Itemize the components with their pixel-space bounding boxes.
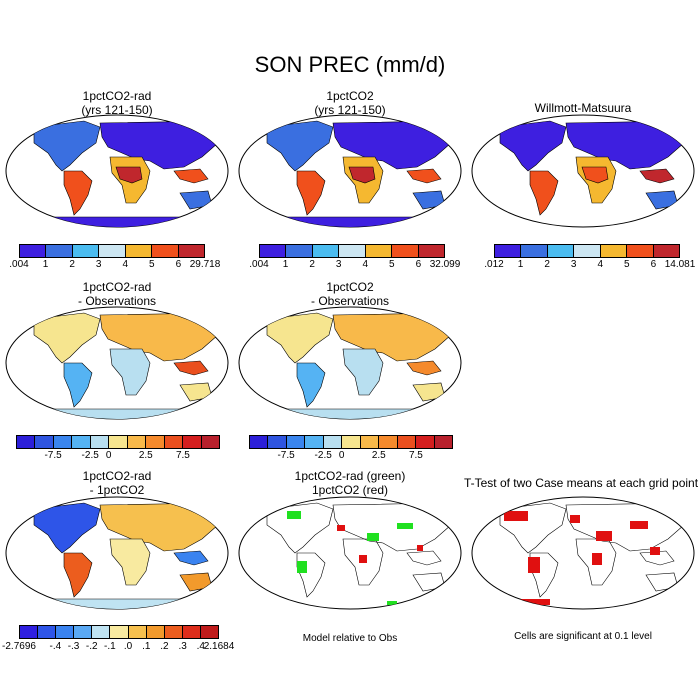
panel-8-title-line1: 1pctCO2-rad (green) bbox=[294, 469, 406, 483]
panel-8-note: Model relative to Obs bbox=[302, 633, 398, 644]
tick-label: 2 bbox=[309, 259, 315, 270]
panel-4-title: 1pctCO2-rad - Observations bbox=[0, 280, 234, 308]
tick-label: 2.5 bbox=[371, 450, 386, 461]
map-panel-2 bbox=[238, 114, 462, 228]
tick-label: 6 bbox=[415, 259, 422, 270]
colorbar-panel-7-labels: -2.7696 -.4 -.3 -.2 -.1 .0 .1 .2 .3 .4 2… bbox=[2, 641, 234, 653]
tick-label: 4 bbox=[362, 259, 369, 270]
tick-label: .004 bbox=[9, 259, 29, 270]
tick-label: -.4 bbox=[49, 641, 62, 652]
panel-4-title-line2: - Observations bbox=[77, 294, 157, 308]
map-panel-3 bbox=[471, 114, 695, 228]
panel-4-title-line1: 1pctCO2-rad bbox=[82, 280, 152, 294]
tick-label: 4 bbox=[597, 259, 604, 270]
tick-label: -2.7696 bbox=[2, 641, 36, 652]
tick-label: 32.099 bbox=[429, 259, 461, 270]
tick-label: 0 bbox=[105, 450, 112, 461]
tick-label: -7.5 bbox=[44, 450, 62, 461]
map-panel-1 bbox=[5, 114, 229, 228]
tick-label: -.3 bbox=[67, 641, 80, 652]
colorbar-panel-7 bbox=[19, 625, 219, 639]
tick-label: 5 bbox=[624, 259, 630, 270]
tick-label: 6 bbox=[650, 259, 657, 270]
panel-5-title-line1: 1pctCO2 bbox=[326, 280, 374, 294]
panel-2-title-line2: (yrs 121-150) bbox=[314, 103, 386, 117]
tick-label: .1 bbox=[142, 641, 151, 652]
tick-label: 2 bbox=[69, 259, 75, 270]
colorbar-panel-4-labels: -7.5 -2.5 0 2.5 7.5 bbox=[16, 450, 220, 462]
panel-1-title: 1pctCO2-rad (yrs 121-150) bbox=[0, 89, 234, 117]
tick-label: .0 bbox=[123, 641, 133, 652]
tick-label: -2.5 bbox=[81, 450, 99, 461]
colorbar-panel-2-labels: .004 1 2 3 4 5 6 32.099 bbox=[249, 259, 460, 271]
tick-label: .2 bbox=[160, 641, 169, 652]
tick-label: -.2 bbox=[85, 641, 98, 652]
panel-3-title: Willmott-Matsuura bbox=[466, 101, 700, 115]
tick-label: .004 bbox=[249, 259, 269, 270]
tick-label: 2.5 bbox=[138, 450, 153, 461]
panel-2-title-line1: 1pctCO2 bbox=[326, 89, 374, 103]
tick-label: -7.5 bbox=[277, 450, 295, 461]
colorbar-panel-5-labels: -7.5 -2.5 0 2.5 7.5 bbox=[249, 450, 453, 462]
panel-3-title-line1: Willmott-Matsuura bbox=[534, 101, 632, 115]
colorbar-panel-4 bbox=[16, 435, 220, 449]
map-panel-8 bbox=[238, 496, 462, 610]
tick-label: -.1 bbox=[104, 641, 116, 652]
panel-9-title-line1: T-Test of two Case means at each grid po… bbox=[463, 476, 699, 490]
tick-label: 14.081 bbox=[664, 259, 696, 270]
panel-7-title-line1: 1pctCO2-rad bbox=[82, 469, 152, 483]
tick-label: 3 bbox=[570, 259, 577, 270]
colorbar-panel-1 bbox=[19, 244, 205, 258]
tick-label: 7.5 bbox=[408, 450, 423, 461]
tick-label: .4 bbox=[196, 641, 205, 652]
tick-label: -2.5 bbox=[314, 450, 332, 461]
map-panel-9 bbox=[471, 496, 695, 610]
panel-1-title-line2: (yrs 121-150) bbox=[81, 103, 153, 117]
panel-1-title-line1: 1pctCO2-rad bbox=[82, 89, 152, 103]
map-panel-7 bbox=[5, 496, 229, 610]
panel-7-title-line2: - 1pctCO2 bbox=[89, 483, 145, 497]
tick-label: 6 bbox=[175, 259, 182, 270]
panel-5-title-line2: - Observations bbox=[310, 294, 390, 308]
panel-8-title-line2: 1pctCO2 (red) bbox=[311, 483, 389, 497]
panel-5-title: 1pctCO2 - Observations bbox=[233, 280, 467, 308]
panel-9-title: T-Test of two Case means at each grid po… bbox=[462, 476, 700, 490]
tick-label: 5 bbox=[149, 259, 155, 270]
tick-label: 4 bbox=[122, 259, 129, 270]
tick-label: 7.5 bbox=[175, 450, 190, 461]
tick-label: 0 bbox=[338, 450, 345, 461]
tick-label: 5 bbox=[389, 259, 395, 270]
colorbar-panel-3-labels: .012 1 2 3 4 5 6 14.081 bbox=[484, 259, 695, 271]
panel-9-note: Cells are significant at 0.1 level bbox=[514, 631, 652, 642]
colorbar-panel-1-labels: .004 1 2 3 4 5 6 29.718 bbox=[9, 259, 220, 271]
tick-label: 2 bbox=[544, 259, 550, 270]
tick-label: 1 bbox=[517, 259, 524, 270]
tick-label: 3 bbox=[95, 259, 102, 270]
tick-label: 1 bbox=[42, 259, 49, 270]
colorbar-panel-2 bbox=[259, 244, 445, 258]
map-panel-4 bbox=[5, 306, 229, 420]
panel-2-title: 1pctCO2 (yrs 121-150) bbox=[233, 89, 467, 117]
colorbar-panel-5 bbox=[249, 435, 453, 449]
tick-label: 3 bbox=[335, 259, 342, 270]
panel-7-title: 1pctCO2-rad - 1pctCO2 bbox=[0, 469, 234, 497]
tick-label: 1 bbox=[282, 259, 289, 270]
page-title: SON PREC (mm/d) bbox=[254, 52, 446, 77]
tick-label: .012 bbox=[484, 259, 504, 270]
tick-label: 29.718 bbox=[189, 259, 221, 270]
tick-label: 2.1684 bbox=[203, 641, 235, 652]
tick-label: .3 bbox=[178, 641, 187, 652]
map-panel-5 bbox=[238, 306, 462, 420]
panel-8-title: 1pctCO2-rad (green) 1pctCO2 (red) bbox=[233, 469, 467, 497]
colorbar-panel-3 bbox=[494, 244, 680, 258]
